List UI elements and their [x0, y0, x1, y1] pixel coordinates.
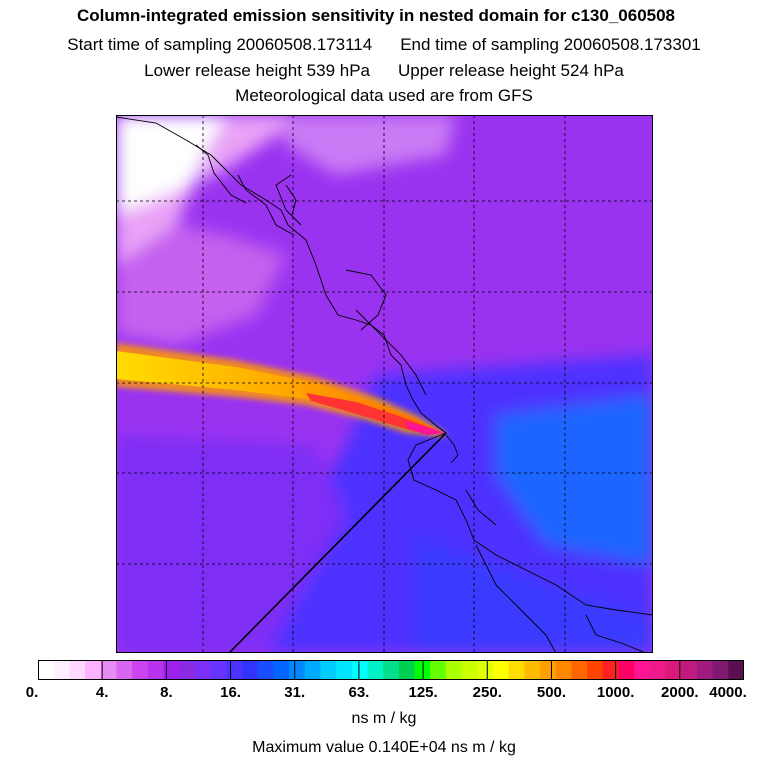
lower-release-label: Lower release height 539 hPa: [144, 61, 370, 80]
coastline: [116, 116, 653, 653]
colorbar-swatch: [540, 660, 557, 680]
colorbar-swatch: [602, 660, 619, 680]
colorbar-swatch: [383, 660, 400, 680]
colorbar-swatch: [571, 660, 588, 680]
colorbar-swatch: [289, 660, 306, 680]
colorbar-swatch: [492, 660, 510, 680]
colorbar-tick-label: 31.: [284, 684, 306, 701]
colorbar-swatch: [728, 660, 744, 680]
colorbar-swatch: [38, 660, 55, 680]
colorbar-swatch: [226, 660, 243, 680]
colorbar-tick-label: 1000.: [596, 684, 635, 701]
colorbar-swatch: [712, 660, 729, 680]
colorbar-swatch: [53, 660, 70, 680]
colorbar-swatch: [665, 660, 682, 680]
maximum-value-label: Maximum value 0.140E+04 ns m / kg: [252, 739, 516, 756]
colorbar-units: ns m / kg: [351, 710, 417, 727]
colorbar-swatch: [241, 660, 259, 680]
colorbar-swatch: [587, 660, 604, 680]
end-time-label: End time of sampling 20060508.173301: [400, 35, 701, 54]
map-title: Column-integrated emission sensitivity i…: [76, 6, 676, 25]
colorbar-swatch: [649, 660, 667, 680]
colorbar-swatch: [304, 660, 321, 680]
emission-plume: [116, 343, 446, 437]
release-heights: Lower release height 539 hPa Upper releas…: [0, 61, 768, 81]
colorbar-swatch: [445, 660, 463, 680]
colorbar-swatch: [100, 660, 117, 680]
colorbar-swatch: [273, 660, 290, 680]
colorbar-tick-label: 250.: [472, 684, 502, 701]
colorbar-swatch: [194, 660, 212, 680]
colorbar-tick-label: 16.: [220, 684, 241, 701]
colorbar-swatch: [147, 660, 165, 680]
colorbar-swatch: [132, 660, 149, 680]
colorbar-swatch: [398, 660, 416, 680]
met-data-label: Meteorological data used are from GFS: [235, 86, 533, 105]
colorbar: [38, 660, 744, 680]
colorbar-tick-label: 8.: [160, 684, 173, 701]
colorbar-frame: [38, 660, 744, 680]
start-time-label: Start time of sampling 20060508.173114: [67, 35, 373, 54]
colorbar-swatch: [681, 660, 698, 680]
colorbar-tick-label: 0.: [25, 684, 39, 701]
colorbar-swatch: [85, 660, 102, 680]
colorbar-swatch: [320, 660, 337, 680]
low-sensitivity-region: [116, 115, 456, 345]
colorbar-swatch: [477, 660, 494, 680]
colorbar-swatch: [367, 660, 384, 680]
colorbar-swatch: [508, 660, 525, 680]
colorbar-tick-label: 500.: [536, 684, 567, 701]
colorbar-swatch: [210, 660, 227, 680]
colorbar-tick-label: 63.: [348, 684, 370, 701]
colorbar-swatch: [351, 660, 368, 680]
colorbar-swatch: [179, 660, 196, 680]
high-sensitivity-region: [116, 355, 653, 653]
colorbar-swatch: [618, 660, 635, 680]
colorbar-tick-label: 4.: [95, 684, 109, 701]
sampling-times: Start time of sampling 20060508.173114 En…: [0, 35, 768, 55]
flight-track: [228, 432, 447, 653]
colorbar-swatch: [696, 660, 714, 680]
upper-release-label: Upper release height 524 hPa: [398, 61, 624, 80]
colorbar-swatch: [257, 660, 274, 680]
colorbar-swatch: [634, 660, 651, 680]
colorbar-swatch: [461, 660, 478, 680]
colorbar-tick-label: 125.: [408, 684, 438, 701]
colorbar-swatch: [430, 660, 447, 680]
colorbar-swatch: [524, 660, 541, 680]
colorbar-tick-label: 2000.: [661, 684, 699, 701]
colorbar-swatch: [69, 660, 86, 680]
map-frame: [116, 115, 653, 653]
colorbar-swatch: [116, 660, 133, 680]
colorbar-swatch: [163, 660, 180, 680]
colorbar-swatch: [336, 660, 353, 680]
emission-sensitivity-map: [116, 115, 653, 653]
colorbar-tick-label: 4000.: [709, 684, 747, 701]
colorbar-swatch: [555, 660, 572, 680]
